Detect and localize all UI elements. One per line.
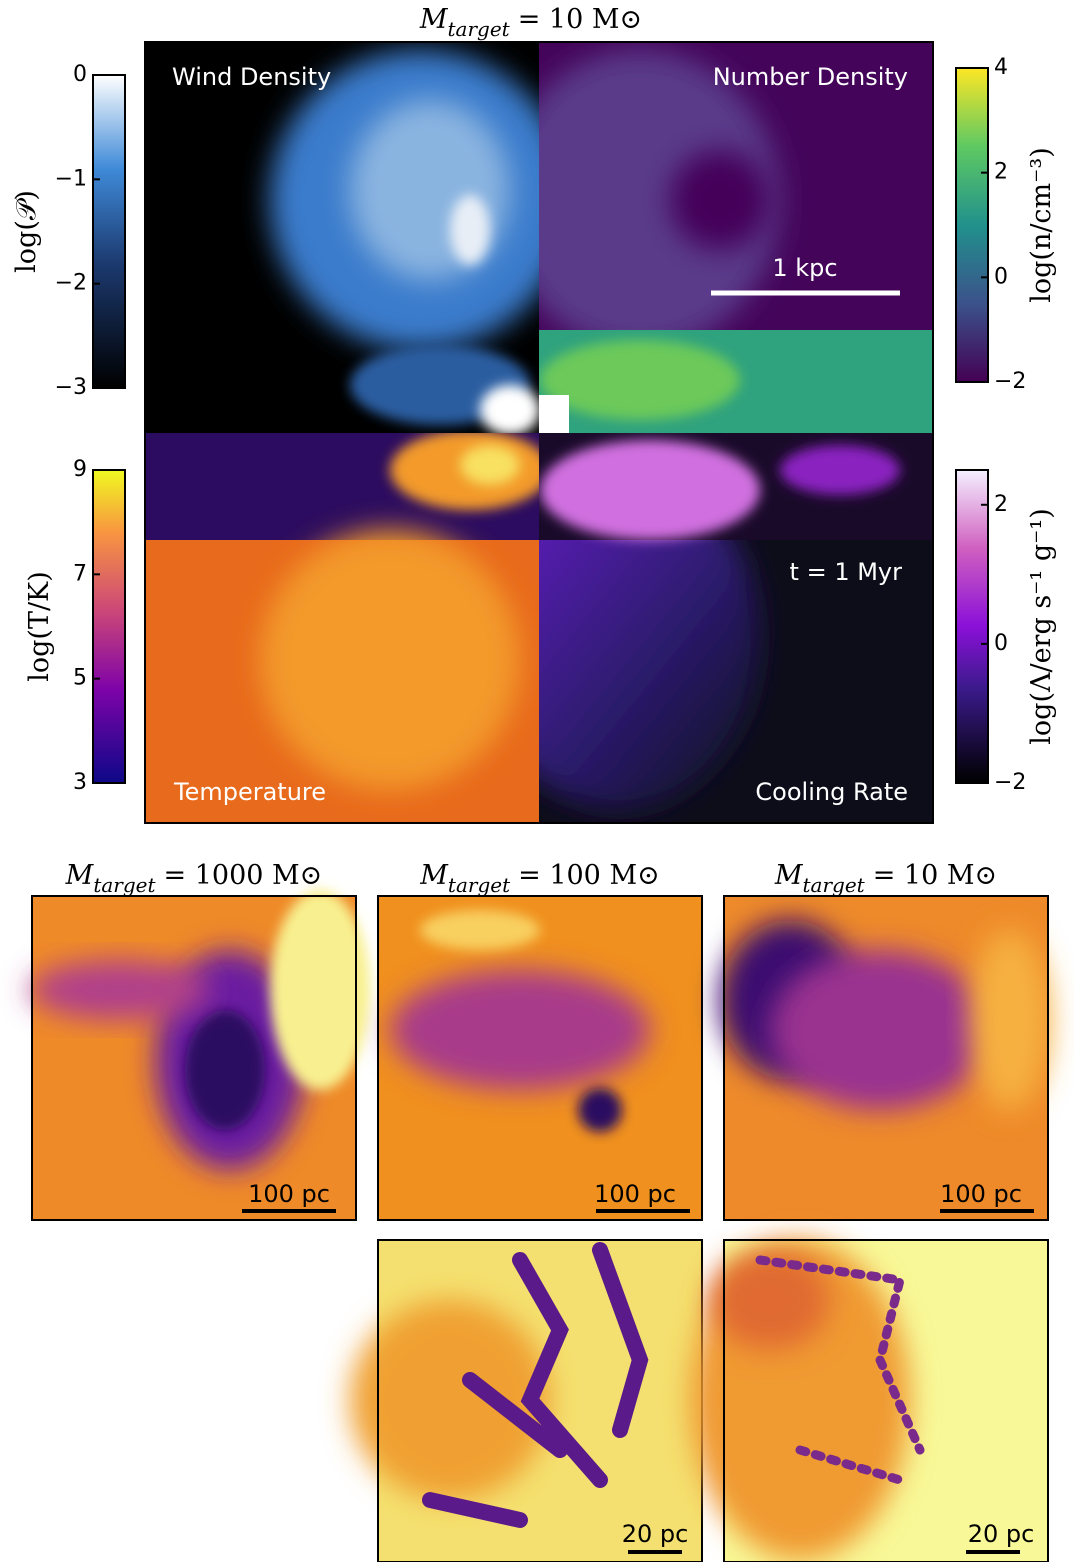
colorbar-tick-label: 9 <box>73 457 87 482</box>
panel-title: Mtarget = 10 M⊙ <box>774 860 997 897</box>
title-symbol: M <box>419 860 449 891</box>
main-title: Mtarget= 10 M⊙ <box>419 4 642 41</box>
panel-label: Number Density <box>713 63 908 91</box>
colorbar <box>93 75 125 388</box>
title-subscript: target <box>93 873 156 897</box>
colorbar-tick-label: −1 <box>55 166 87 191</box>
title-symbol: M <box>65 860 95 891</box>
title-symbol: M <box>774 860 804 891</box>
colorbar-tick-label: 7 <box>73 561 87 586</box>
panel-title: Mtarget = 1000 M⊙ <box>65 860 323 897</box>
colorbar-label: log(n/cm⁻³) <box>1026 147 1057 303</box>
colorbar-tick-label: 0 <box>994 264 1008 289</box>
title-rest: = 100 M⊙ <box>518 860 660 891</box>
panel-label: Wind Density <box>172 63 331 91</box>
scale-bar-label: 1 kpc <box>772 254 837 282</box>
scale-label: 20 pc <box>968 1520 1035 1548</box>
colorbar-tick-label: −2 <box>994 770 1026 795</box>
colorbar-label: log(T/K) <box>24 571 55 682</box>
title-subscript: target <box>448 873 511 897</box>
colorbar-tick-label: 2 <box>994 492 1008 517</box>
colorbar-tick-label: 2 <box>994 160 1008 185</box>
colorbar <box>956 68 988 382</box>
panel-title: Mtarget = 100 M⊙ <box>419 860 659 897</box>
colorbar-tick-label: 3 <box>73 770 87 795</box>
panel-label: Temperature <box>173 778 326 806</box>
scale-label: 100 pc <box>248 1180 330 1208</box>
colorbar-tick-label: 0 <box>73 62 87 87</box>
scale-label: 20 pc <box>622 1520 689 1548</box>
colorbar <box>93 470 125 783</box>
colorbar-label: log(𝒫) <box>11 190 42 273</box>
colorbar-tick-label: −3 <box>55 375 87 400</box>
title-rest: = 10 M⊙ <box>873 860 997 891</box>
main-image <box>145 42 933 823</box>
colorbar-tick-label: 4 <box>994 55 1008 80</box>
zoom-panels <box>30 890 1050 1562</box>
panel-label: Cooling Rate <box>755 778 908 806</box>
colorbar-tick-label: 0 <box>994 631 1008 656</box>
colorbar <box>956 470 988 783</box>
title-subscript: target <box>803 873 866 897</box>
colorbar-tick-label: 5 <box>73 666 87 691</box>
colorbar-tick-label: −2 <box>55 271 87 296</box>
colorbar-label: log(Λ/erg s⁻¹ g⁻¹) <box>1026 508 1057 744</box>
scale-label: 100 pc <box>594 1180 676 1208</box>
time-label: t = 1 Myr <box>790 558 903 586</box>
figure: Mtarget = 10 M⊙ Wind Density Number Densi… <box>0 0 1078 1562</box>
colorbar-tick-label: −2 <box>994 369 1026 394</box>
scale-label: 100 pc <box>940 1180 1022 1208</box>
title-rest: = 1000 M⊙ <box>164 860 323 891</box>
